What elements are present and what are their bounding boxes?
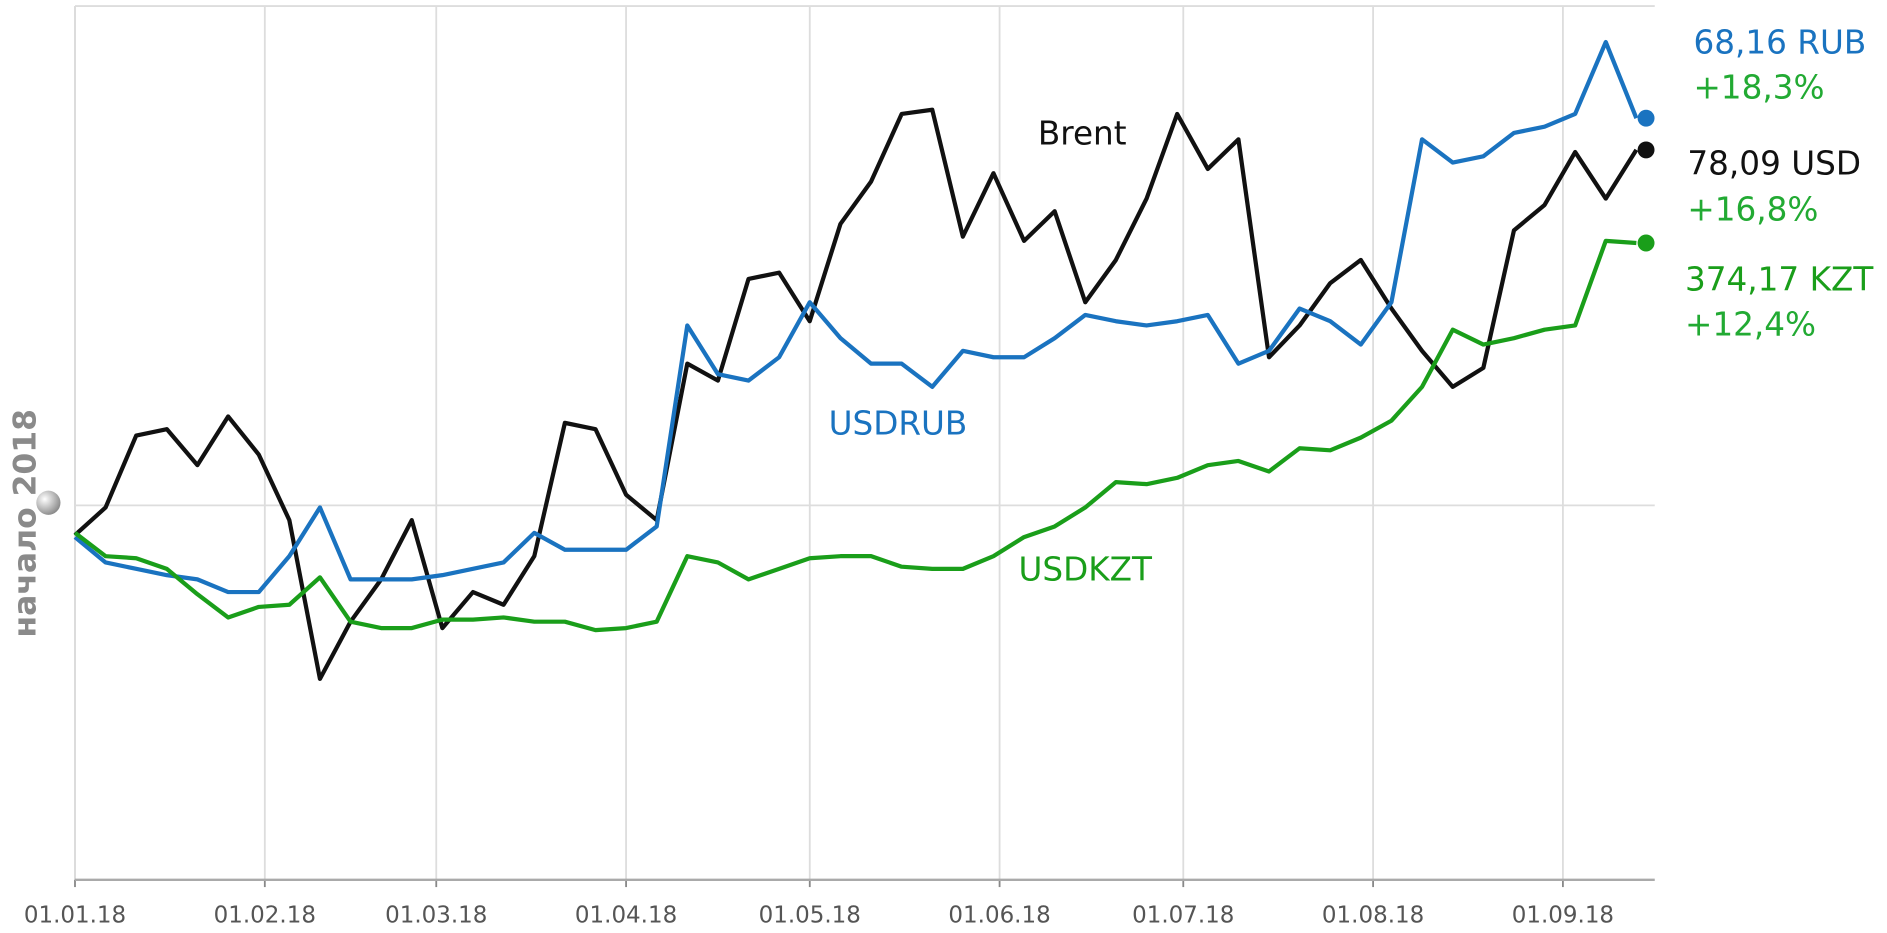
series-line — [73, 107, 1639, 681]
end-price: 374,17 KZT — [1685, 261, 1874, 299]
end-price: 68,16 RUB — [1693, 24, 1866, 62]
series-label: Brent — [1038, 114, 1127, 152]
x-tick-label: 01.07.18 — [1132, 903, 1234, 929]
series-label: USDRUB — [829, 404, 968, 442]
x-tick-label: 01.05.18 — [759, 903, 861, 929]
end-marker — [1637, 234, 1655, 252]
series-label: USDKZT — [1018, 551, 1153, 589]
end-marker — [1637, 109, 1655, 127]
x-tick-label: 01.08.18 — [1322, 903, 1424, 929]
x-tick-label: 01.09.18 — [1512, 903, 1614, 929]
end-marker — [1637, 141, 1655, 159]
series-line — [73, 238, 1637, 633]
series-line — [73, 39, 1639, 595]
x-tick-label: 01.04.18 — [575, 903, 677, 929]
x-tick-label: 01.03.18 — [385, 903, 487, 929]
end-change: +18,3% — [1693, 68, 1824, 106]
end-change: +12,4% — [1685, 305, 1816, 343]
x-tick-label: 01.06.18 — [948, 903, 1050, 929]
end-change: +16,8% — [1687, 191, 1818, 229]
x-tick-label: 01.01.18 — [24, 903, 126, 929]
x-tick-label: 01.02.18 — [214, 903, 316, 929]
baseline-marker — [36, 490, 61, 515]
end-price: 78,09 USD — [1687, 145, 1861, 183]
baseline-label: начало 2018 — [8, 409, 44, 638]
